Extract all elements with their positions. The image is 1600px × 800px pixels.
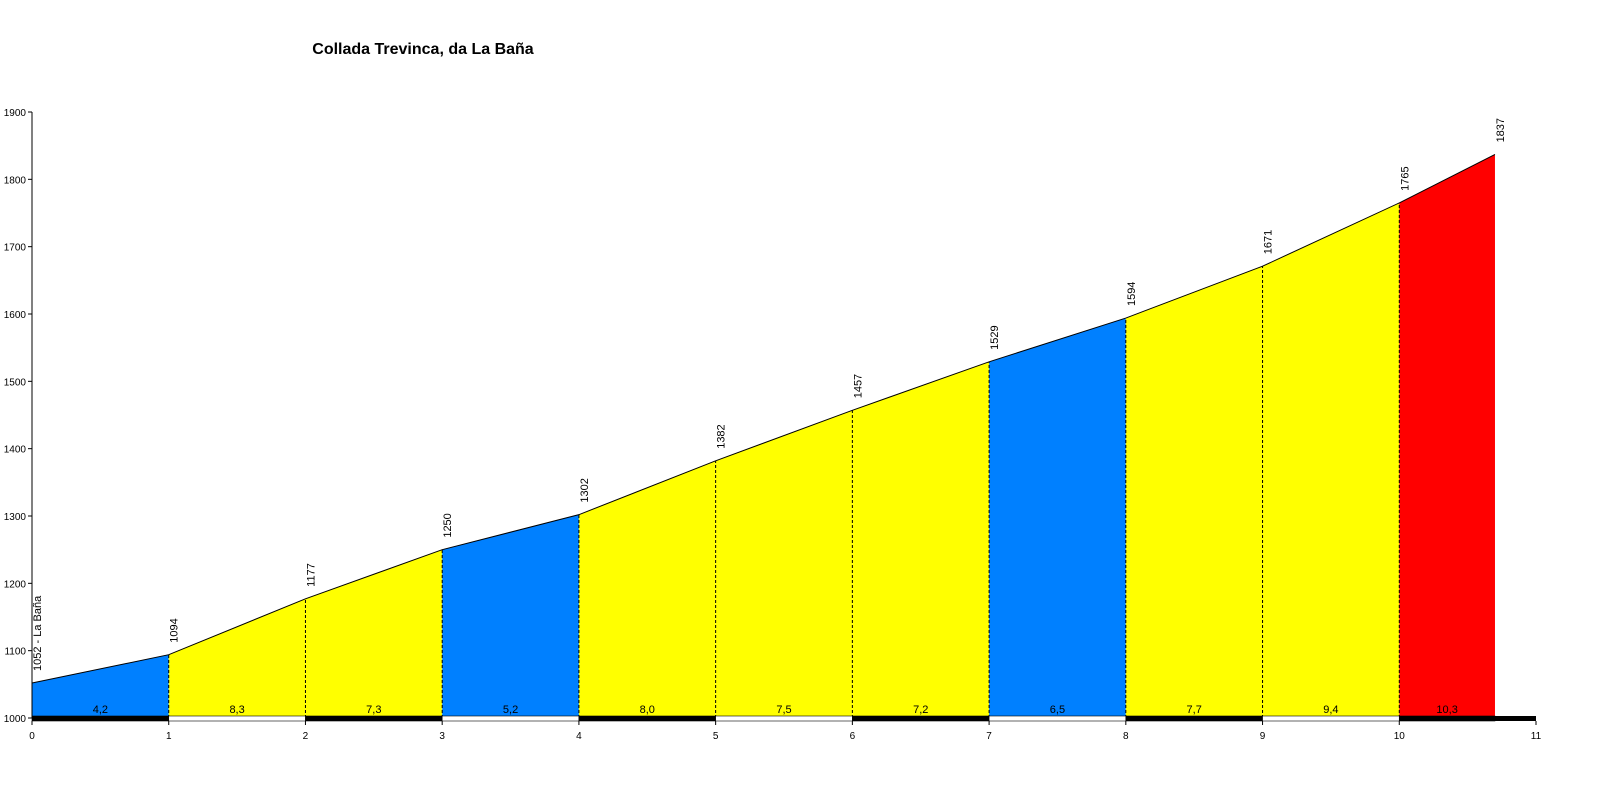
profile-line — [31, 153, 1496, 684]
km-bar-cell-6 — [715, 715, 853, 722]
elevation-label-11: 1765 — [1399, 166, 1411, 190]
elevation-label-9: 1594 — [1126, 282, 1138, 306]
x-tick-label: 9 — [1260, 731, 1266, 742]
segment-area-9 — [1125, 266, 1263, 718]
x-tick-label: 1 — [166, 731, 172, 742]
y-tick-label: 1700 — [4, 243, 27, 254]
elevation-label-7: 1457 — [852, 374, 864, 398]
elevation-label-1: 1052 - La Baña — [32, 595, 44, 671]
gradient-label-1: 4,2 — [93, 704, 108, 716]
segment-area-10 — [1262, 202, 1400, 718]
elevation-label-4: 1250 — [442, 513, 454, 537]
km-bar-cell-3 — [305, 715, 443, 722]
km-bar-cell-8 — [988, 715, 1127, 722]
km-bar-cell-2 — [168, 715, 306, 722]
km-bar-cell-9 — [1125, 715, 1263, 722]
segment-area-5 — [578, 460, 716, 718]
y-tick-label: 1900 — [4, 108, 27, 119]
y-tick-label: 1800 — [4, 175, 27, 186]
elevation-label-10: 1671 — [1263, 230, 1275, 254]
y-tick-label: 1200 — [4, 579, 27, 590]
x-tick-label: 6 — [850, 731, 856, 742]
y-tick-label: 1100 — [4, 647, 26, 658]
km-bar-tail — [1494, 716, 1536, 721]
segment-area-6 — [715, 410, 853, 718]
km-bar-cell-7 — [852, 715, 990, 722]
segment-area-3 — [305, 549, 443, 718]
km-bar-cell-4 — [441, 715, 580, 722]
axes: 1000110012001300140015001600170018001900… — [4, 108, 1542, 742]
km-bar-cell-11 — [1398, 715, 1496, 722]
km-bar-cell-5 — [578, 715, 716, 722]
km-bar-cell-1 — [31, 715, 170, 722]
gradient-label-10: 9,4 — [1323, 704, 1338, 716]
x-tick-label: 10 — [1394, 731, 1406, 742]
gradient-labels: 4,2 8,3 7,3 5,2 8,0 7,5 7,2 6,5 7,7 9,4 10,3 — [93, 704, 1458, 716]
segment-area-11 — [1399, 154, 1495, 719]
x-tick-label: 7 — [986, 731, 992, 742]
y-tick-label: 1300 — [4, 512, 27, 523]
segment-area-7 — [852, 361, 990, 718]
segment-area-1 — [32, 654, 169, 718]
elevation-label-12: 1837 — [1495, 118, 1507, 142]
elevation-label-6: 1382 — [716, 424, 728, 448]
x-tick-label: 3 — [439, 731, 445, 742]
x-tick-label: 5 — [713, 731, 719, 742]
km-bar-cell-10 — [1262, 715, 1400, 722]
x-tick-label: 8 — [1123, 731, 1129, 742]
profile-polyline — [31, 153, 1496, 684]
gradient-label-5: 8,0 — [640, 704, 655, 716]
elevation-label-8: 1529 — [989, 325, 1001, 349]
elevation-label-2: 1094 — [169, 618, 181, 642]
y-tick-label: 1000 — [4, 714, 27, 725]
y-tick-label: 1500 — [4, 377, 27, 388]
gradient-label-8: 6,5 — [1050, 704, 1065, 716]
elevation-label-3: 1177 — [305, 563, 317, 587]
y-tick-label: 1600 — [4, 310, 27, 321]
y-tick-label: 1400 — [4, 445, 27, 456]
elevation-label-5: 1302 — [579, 478, 591, 502]
gradient-label-4: 5,2 — [503, 704, 518, 716]
x-tick-label: 11 — [1531, 731, 1542, 742]
profile-areas — [32, 154, 1495, 719]
segment-area-2 — [168, 598, 306, 718]
x-tick-label: 4 — [576, 731, 582, 742]
segment-dividers — [168, 202, 1400, 718]
gradient-label-11: 10,3 — [1436, 704, 1457, 716]
km-bar — [31, 715, 1536, 722]
gradient-label-3: 7,3 — [366, 704, 381, 716]
x-tick-label: 0 — [29, 731, 35, 742]
gradient-label-6: 7,5 — [776, 704, 791, 716]
x-tick-label: 2 — [303, 731, 309, 742]
gradient-label-7: 7,2 — [913, 704, 928, 716]
segment-area-4 — [442, 514, 579, 718]
chart-title: Collada Trevinca, da La Baña — [312, 41, 534, 58]
elevation-labels: 1052 - La Baña 1094 1177 1250 1302 1382 1457 15… — [32, 118, 1507, 671]
segment-area-8 — [989, 318, 1126, 718]
gradient-label-9: 7,7 — [1187, 704, 1202, 716]
gradient-label-2: 8,3 — [229, 704, 244, 716]
